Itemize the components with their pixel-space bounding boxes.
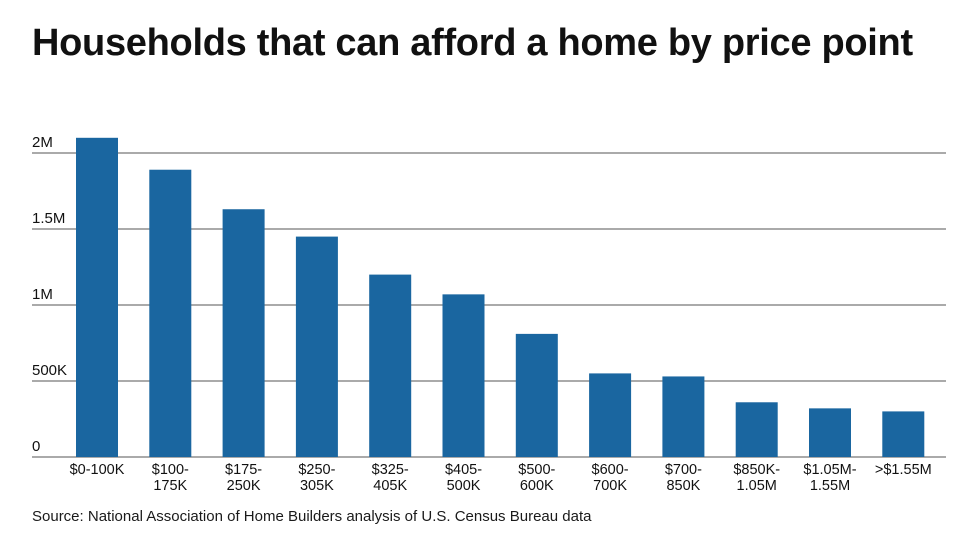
- x-tick-label: $0-100K: [70, 462, 125, 478]
- x-tick-label-line: $500-: [518, 462, 555, 478]
- bar: [515, 333, 558, 457]
- x-tick-label-line: $405-: [445, 462, 482, 478]
- x-tick-label: $1.05M-1.55M: [803, 462, 856, 494]
- x-tick-label-line: $175-: [225, 462, 262, 478]
- x-tick-label: >$1.55M: [875, 462, 932, 478]
- x-tick-label-line: 850K: [666, 478, 700, 494]
- x-tick-label: $175-250K: [225, 462, 262, 494]
- bar: [809, 408, 851, 457]
- x-tick-label-line: 500K: [447, 478, 481, 494]
- x-tick-label: $700-850K: [665, 462, 702, 494]
- bar: [735, 402, 778, 457]
- y-tick-label: 500K: [32, 362, 67, 379]
- x-tick-label: $405-500K: [445, 462, 482, 494]
- x-tick-label-line: 1.55M: [810, 478, 850, 494]
- x-tick-label: $500-600K: [518, 462, 555, 494]
- y-tick-label: 0: [32, 438, 40, 455]
- x-tick-label-line: $700-: [665, 462, 702, 478]
- bar: [882, 411, 925, 457]
- x-tick-label-line: $250-: [298, 462, 335, 478]
- x-tick-label-line: 1.05M: [737, 478, 777, 494]
- bar: [442, 294, 485, 457]
- x-tick-label-line: $850K-: [733, 462, 780, 478]
- x-tick-label-line: $100-: [152, 462, 189, 478]
- bar: [222, 209, 265, 457]
- x-tick-label-line: 250K: [227, 478, 261, 494]
- x-tick-label: $325-405K: [372, 462, 409, 494]
- bar: [149, 169, 192, 457]
- x-tick-label-line: $0-100K: [70, 462, 125, 478]
- y-tick-label: 1.5M: [32, 210, 65, 227]
- x-tick-label: $100-175K: [152, 462, 189, 494]
- x-tick-label-line: >$1.55M: [875, 462, 932, 478]
- x-tick-label: $850K-1.05M: [733, 462, 780, 494]
- x-tick-label: $250-305K: [298, 462, 335, 494]
- bar: [662, 376, 705, 457]
- source-note: Source: National Association of Home Bui…: [32, 508, 592, 525]
- x-tick-label-line: $1.05M-: [803, 462, 856, 478]
- bar: [369, 274, 412, 457]
- x-tick-label: $600-700K: [592, 462, 629, 494]
- x-tick-label-line: 405K: [373, 478, 407, 494]
- x-tick-label-line: $325-: [372, 462, 409, 478]
- x-tick-label-line: 700K: [593, 478, 627, 494]
- x-tick-label-line: 305K: [300, 478, 334, 494]
- chart-title: Households that can afford a home by pri…: [32, 22, 913, 64]
- x-tick-label-line: $600-: [592, 462, 629, 478]
- y-tick-label: 2M: [32, 134, 53, 151]
- bar: [76, 137, 118, 458]
- bar: [295, 236, 338, 457]
- x-tick-label-line: 600K: [520, 478, 554, 494]
- x-tick-label-line: 175K: [153, 478, 187, 494]
- y-tick-label: 1M: [32, 286, 53, 303]
- bar-chart: 0 500K 1M 1.5M 2M $0-100K $100-175K $175-250K $2…: [32, 134, 946, 494]
- bar: [589, 373, 632, 457]
